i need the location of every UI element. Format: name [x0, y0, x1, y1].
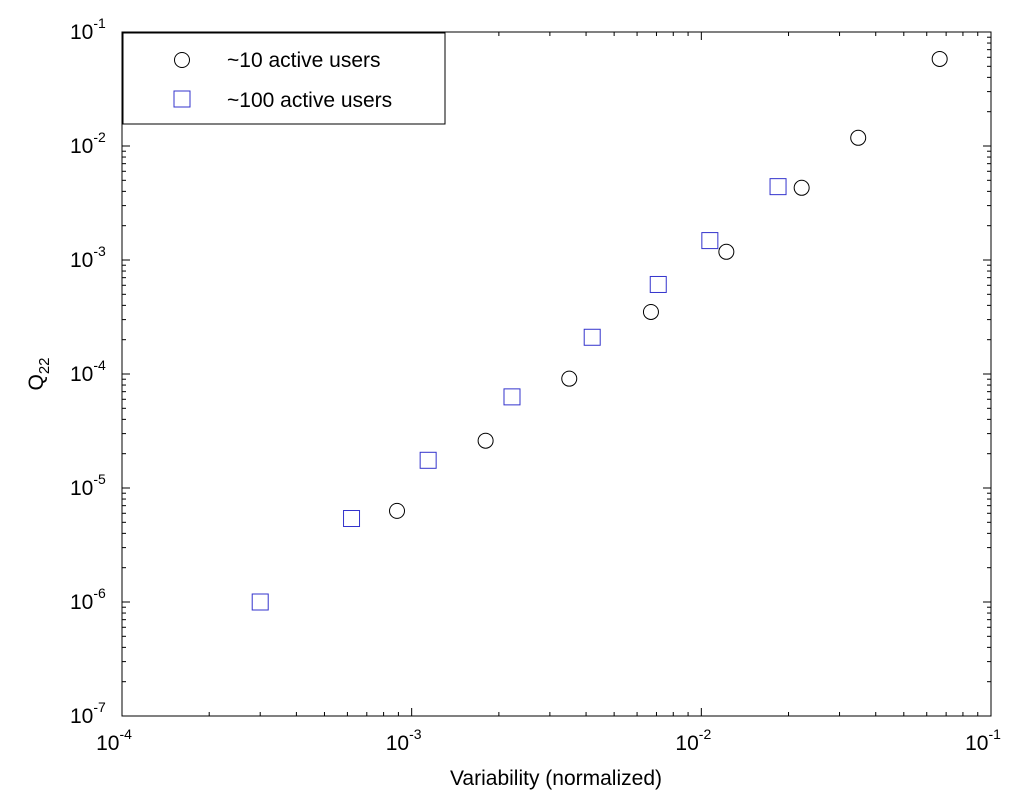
- y-axis-title: Q22: [25, 357, 53, 390]
- y-tick-label-base: 10: [70, 477, 93, 500]
- y-tick-label-base: 10: [70, 249, 93, 272]
- data-point-square: [251, 593, 269, 611]
- y-tick-label: 10-5: [70, 471, 106, 500]
- data-point-circle: [561, 370, 578, 387]
- x-tick-label-exponent: -3: [409, 726, 422, 742]
- x-tick-label-base: 10: [386, 732, 409, 755]
- data-point-circle: [931, 50, 948, 67]
- data-point-square: [649, 275, 667, 293]
- x-tick-label: 10-3: [386, 726, 422, 755]
- x-tick-label-base: 10: [675, 732, 698, 755]
- y-tick-label-exponent: -6: [93, 585, 106, 601]
- y-tick-label-base: 10: [70, 135, 93, 158]
- legend-marker-square: [173, 90, 191, 108]
- data-point-circle: [850, 129, 867, 146]
- data-point-square: [503, 388, 521, 406]
- legend: ~10 active users ~100 active users: [122, 32, 446, 125]
- y-tick-label-base: 10: [70, 363, 93, 386]
- x-tick-label-base: 10: [96, 732, 119, 755]
- y-tick-label-exponent: -7: [93, 699, 106, 715]
- y-tick-label: 10-7: [70, 699, 106, 728]
- data-point-circle: [477, 432, 494, 449]
- data-point-square: [583, 328, 601, 346]
- y-tick-label: 10-6: [70, 585, 106, 614]
- plot-area: [121, 31, 992, 717]
- y-tick-label-exponent: -2: [93, 129, 106, 145]
- y-tick-label-exponent: -5: [93, 471, 106, 487]
- y-tick-label-base: 10: [70, 591, 93, 614]
- data-point-square: [701, 232, 719, 250]
- y-tick-label-exponent: -1: [93, 15, 106, 31]
- data-point-circle: [718, 243, 735, 260]
- legend-label-series-1: ~10 active users: [227, 49, 381, 72]
- data-point-circle: [389, 502, 406, 519]
- x-tick-label: 10-2: [675, 726, 711, 755]
- data-point-square: [343, 510, 361, 528]
- y-tick-label-base: 10: [70, 21, 93, 44]
- tick-labels: 10-4 10-3 10-2 10-110-710-610-510-410-310-2…: [70, 15, 1001, 755]
- data-point-circle: [642, 303, 659, 320]
- x-tick-label-base: 10: [965, 732, 988, 755]
- x-tick-label-exponent: -1: [988, 726, 1001, 742]
- legend-label-series-2: ~100 active users: [227, 89, 392, 112]
- y-axis-title-main: Q: [25, 374, 48, 390]
- x-axis-title: Variability (normalized): [450, 767, 662, 790]
- data-point-circle: [793, 179, 810, 196]
- y-tick-label: 10-2: [70, 129, 106, 158]
- legend-marker-circle: [174, 52, 190, 68]
- y-tick-label: 10-3: [70, 243, 106, 272]
- data-markers: [251, 50, 948, 611]
- x-tick-label-exponent: -2: [699, 726, 712, 742]
- data-point-square: [769, 178, 787, 196]
- y-tick-label: 10-4: [70, 357, 106, 386]
- x-tick-label-exponent: -4: [119, 726, 132, 742]
- x-tick-label: 10-1: [965, 726, 1001, 755]
- legend-box: [122, 32, 446, 125]
- data-point-square: [419, 451, 437, 469]
- y-tick-label-exponent: -3: [93, 243, 106, 259]
- y-tick-label-exponent: -4: [93, 357, 106, 373]
- y-axis-title-subscript: 22: [36, 357, 53, 374]
- x-tick-label: 10-4: [96, 726, 132, 755]
- y-tick-label: 10-1: [70, 15, 106, 44]
- y-tick-label-base: 10: [70, 705, 93, 728]
